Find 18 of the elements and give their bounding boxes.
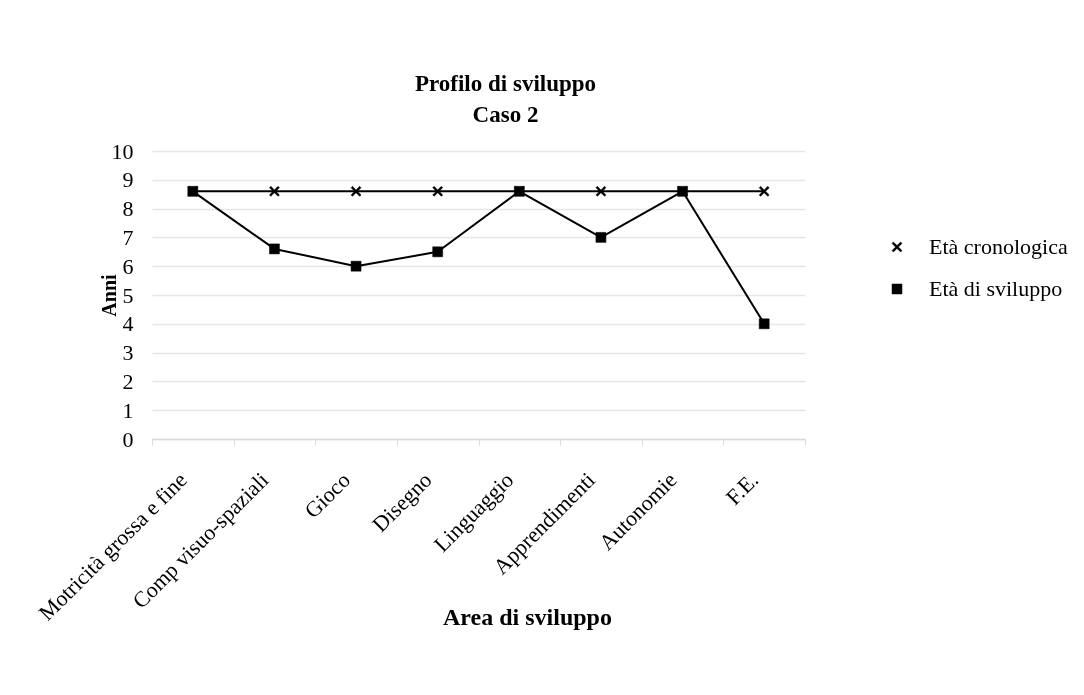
legend-label: Età di sviluppo (929, 276, 1063, 301)
y-tick-label: 5 (122, 282, 134, 308)
chart-subtitle: Caso 2 (472, 102, 539, 127)
y-tick-label: 10 (111, 138, 134, 164)
y-tick-label: 7 (122, 224, 134, 250)
y-tick-label: 4 (122, 311, 134, 337)
y-axis-title: Anni (97, 273, 120, 317)
y-tick-label: 8 (122, 196, 134, 222)
y-tick-label: 2 (122, 368, 134, 394)
y-tick-label: 9 (122, 167, 134, 193)
x-tick-label: F.E. (720, 467, 764, 510)
y-tick-label: 3 (122, 340, 134, 366)
y-tick-label: 6 (122, 253, 134, 279)
legend-label: Età cronologica (929, 234, 1068, 259)
y-tick-label: 1 (122, 397, 134, 423)
y-tick-label: 0 (122, 426, 134, 452)
x-axis-title: Area di sviluppo (443, 603, 612, 630)
chart-title: Profilo di sviluppo (414, 71, 597, 96)
